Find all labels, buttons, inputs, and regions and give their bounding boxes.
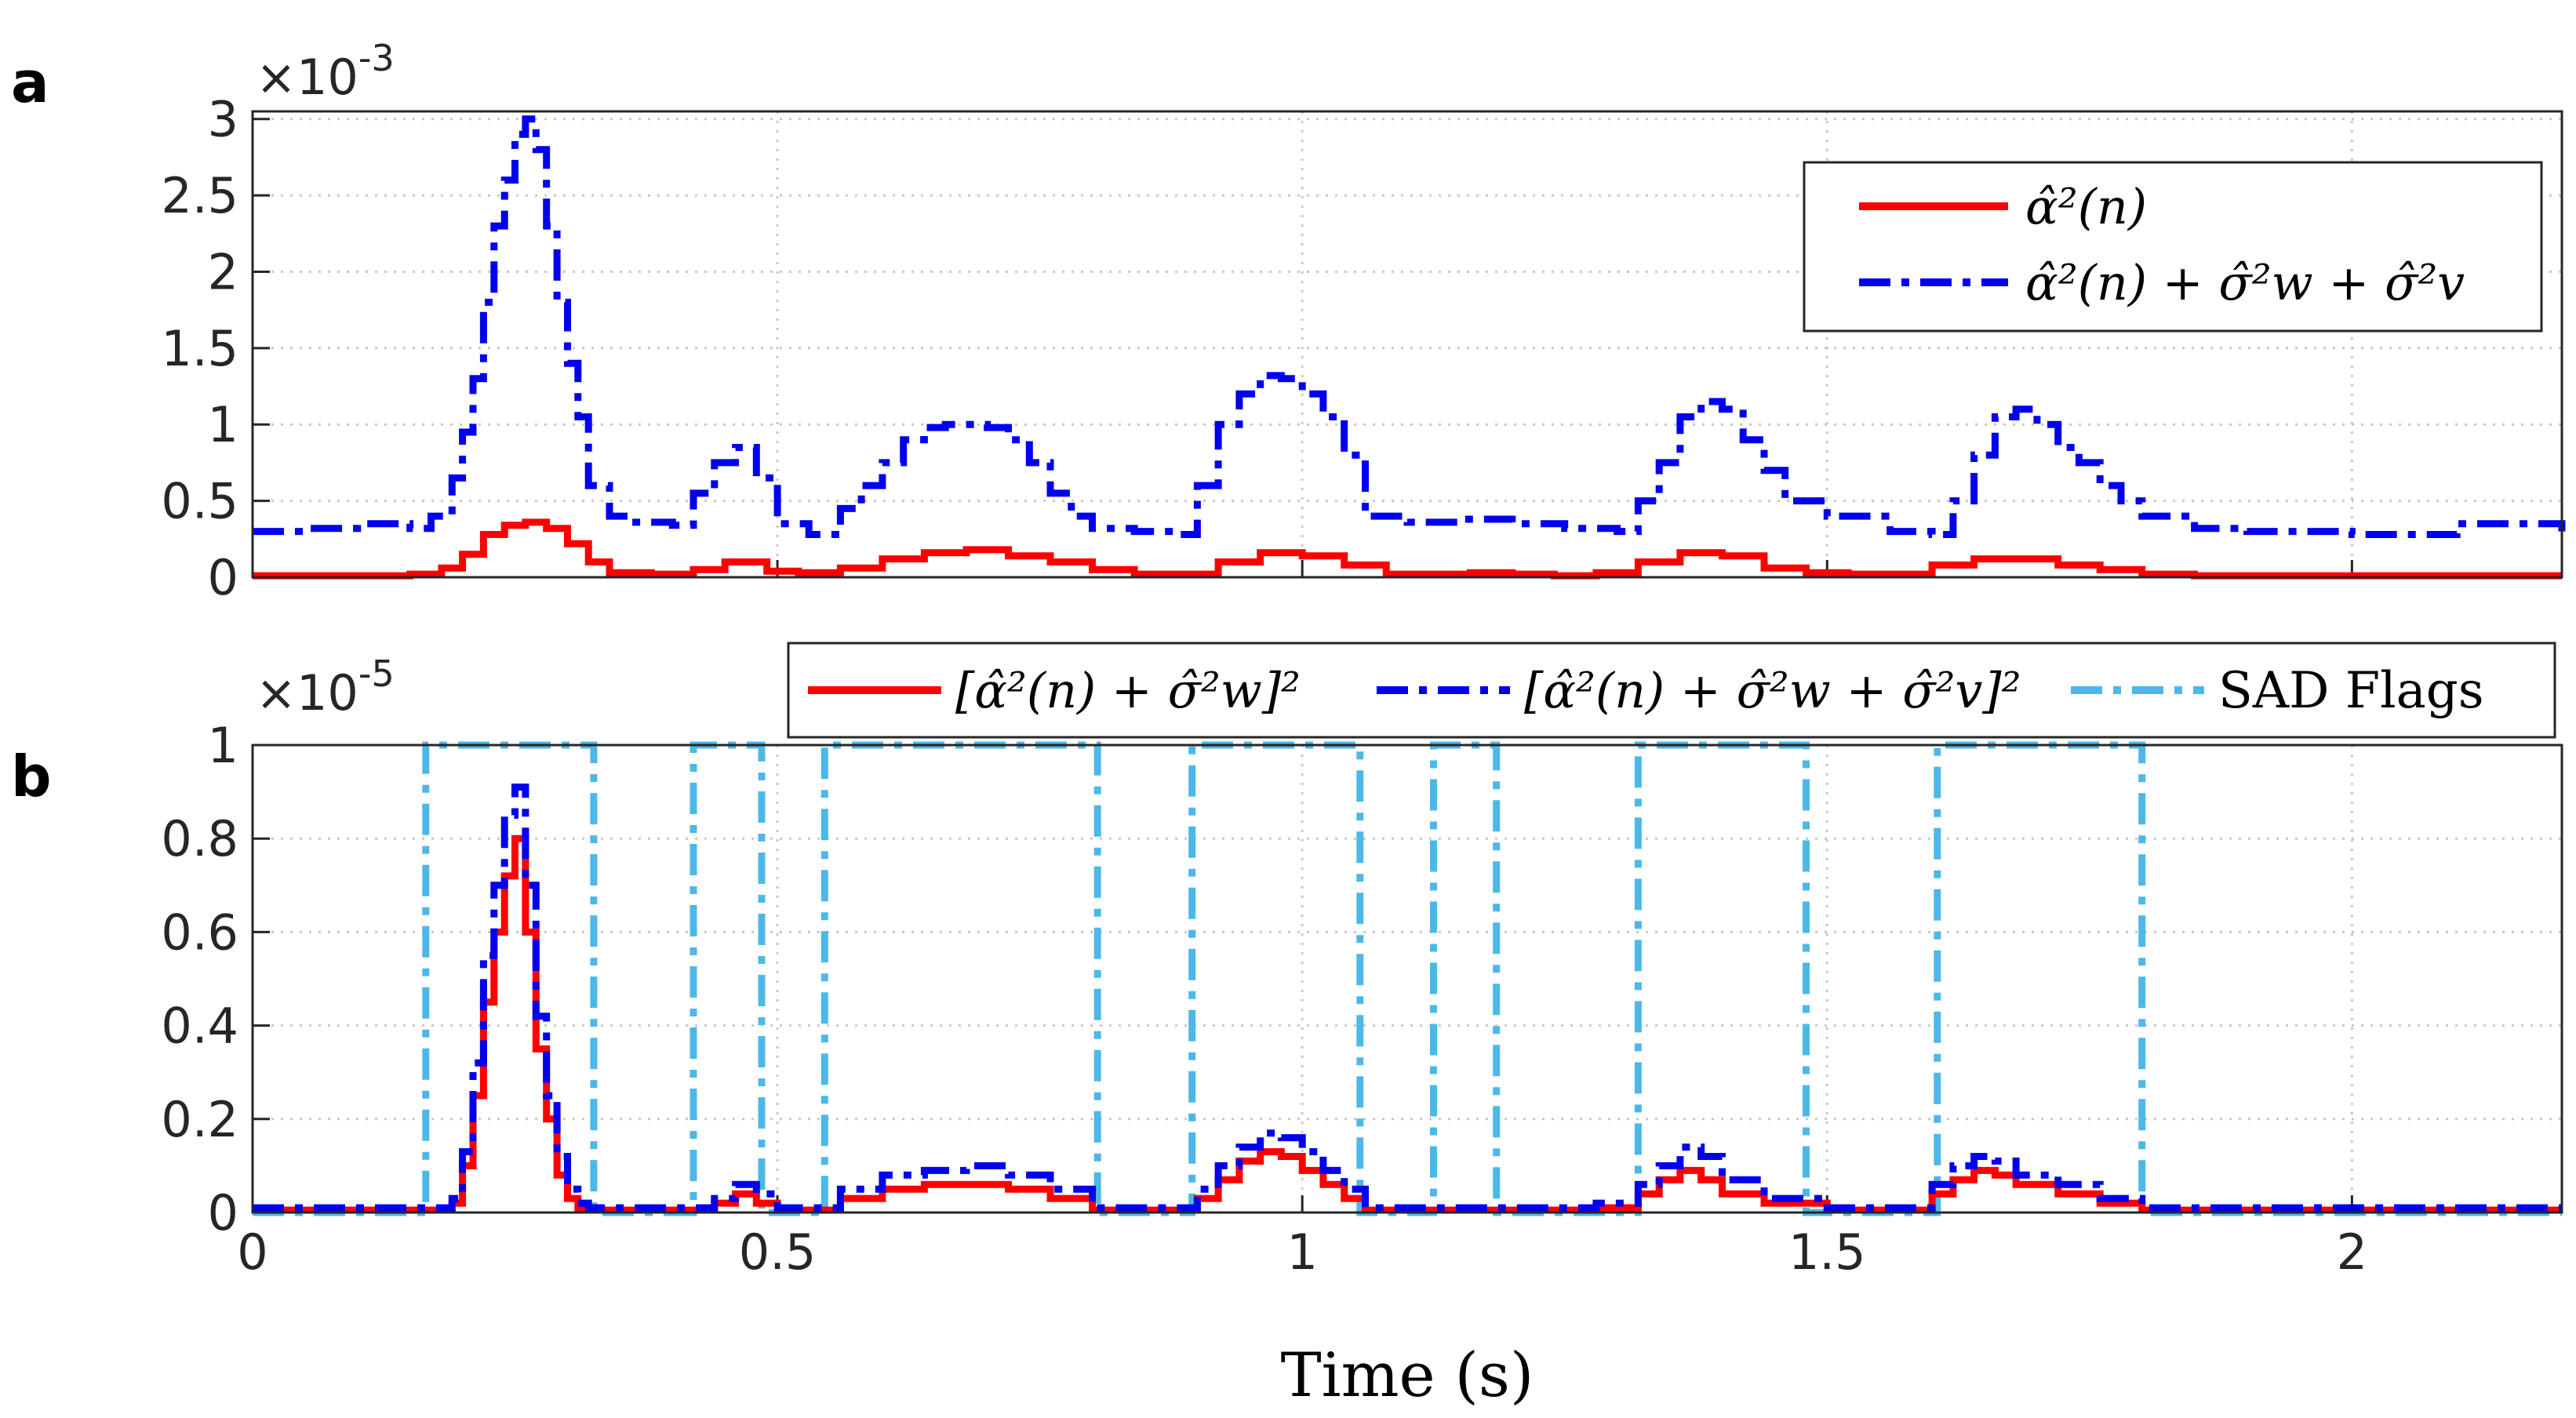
legend-label-squared-wv: [α̂²(n) + σ̂²w + σ̂²v]² [1524, 662, 2021, 719]
panel-a-frame [251, 110, 2563, 579]
legend-label-alpha-plus-noise: α̂²(n) + σ̂²w + σ̂²v [2025, 254, 2465, 311]
x-tick-label: 1.5 [1788, 1223, 1866, 1281]
y-tick-label: 0.4 [161, 998, 238, 1055]
panel-b-background [253, 745, 2562, 1213]
y-tick-label: 1 [208, 717, 238, 774]
y-tick-label: 0 [208, 549, 238, 606]
legend-label-squared-w: [α̂²(n) + σ̂²w]² [955, 662, 1301, 719]
y-tick-label: 1 [208, 396, 238, 453]
y-tick-label: 3 [208, 91, 238, 148]
panel-b-legend-box [787, 642, 2556, 739]
panel-a-ticks: 0 0.5 1 1.5 2 2.5 3 [161, 91, 2353, 606]
panel-label-a: a [11, 49, 49, 115]
panel-a-legend-box [1803, 161, 2543, 333]
legend-label-alpha: α̂²(n) [2025, 178, 2147, 235]
y-tick-label: 0.2 [161, 1091, 238, 1148]
x-tick-label: 0.5 [739, 1223, 817, 1281]
y-tick-label: 0.8 [161, 810, 238, 867]
panel-a-chart: 0 0.5 1 1.5 2 2.5 3 ×10-3 α̂²(n) α̂²(n) + σ̂²w… [161, 37, 2566, 606]
panel-label-b: b [11, 744, 52, 809]
y-tick-label: 2.5 [161, 167, 238, 224]
panel-b-frame [251, 744, 2563, 1214]
y-tick-label: 0.5 [161, 473, 238, 530]
series-line-a-0 [253, 518, 2562, 580]
x-tick-label: 1 [1286, 1223, 1317, 1281]
panel-b-ticks: 0 0.5 1 1.5 2 0 0.2 0.4 0.6 0.8 1 [161, 717, 2367, 1281]
panel-a-multiplier: ×10-3 [256, 37, 395, 106]
series-line-b-1 [253, 784, 2562, 1212]
y-tick-label: 0.6 [161, 904, 238, 961]
x-tick-label: 2 [2337, 1223, 2367, 1281]
y-tick-label: 0 [208, 1184, 238, 1242]
panel-b-chart: 0 0.5 1 1.5 2 0 0.2 0.4 0.6 0.8 1 ×10-5 [α̂²(n) + … [161, 642, 2563, 1281]
x-axis-title: Time (s) [1281, 1340, 1534, 1411]
panel-b-multiplier: ×10-5 [256, 653, 395, 722]
y-tick-label: 2 [208, 243, 238, 300]
panel-b-legend: [α̂²(n) + σ̂²w]² [α̂²(n) + σ̂²w + σ̂²v]²… [787, 642, 2556, 739]
series-line-a-1 [253, 115, 2566, 538]
panel-a-series [253, 115, 2566, 580]
panel-a-legend: α̂²(n) α̂²(n) + σ̂²w + σ̂²v [1803, 161, 2543, 333]
x-tick-label: 0 [237, 1223, 267, 1281]
y-tick-label: 1.5 [161, 320, 238, 377]
legend-label-sad-flags: SAD Flags [2218, 662, 2484, 720]
